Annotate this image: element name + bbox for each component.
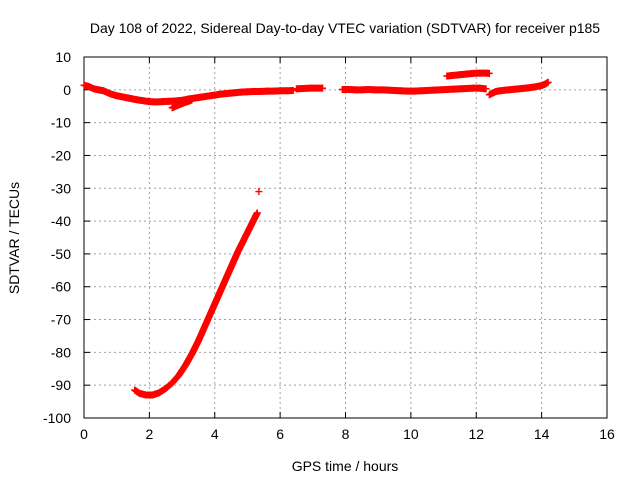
data-point-fill — [293, 84, 326, 93]
y-axis-label: SDTVAR / TECUs — [6, 182, 22, 294]
x-tick-label: 2 — [145, 426, 153, 442]
y-tick-label: -70 — [51, 312, 71, 328]
data-point — [255, 188, 263, 196]
series-isolated-point — [255, 188, 263, 196]
y-axis-ticks: 10 0 -10 -20 -30 -40 -50 -60 -70 -80 -90 -100 — [43, 49, 607, 426]
series-end-arc — [485, 78, 552, 99]
y-tick-label: -100 — [43, 410, 71, 426]
data-series — [80, 69, 552, 399]
y-tick-label: -10 — [51, 115, 71, 131]
data-point-fill — [486, 79, 552, 98]
data-point-fill — [81, 81, 296, 106]
y-tick-label: -40 — [51, 213, 71, 229]
data-point-fill — [131, 210, 261, 399]
grid — [84, 57, 607, 418]
x-tick-label: 12 — [468, 426, 484, 442]
x-tick-label: 6 — [276, 426, 284, 442]
data-point-fill — [444, 69, 493, 80]
series-main-arc — [80, 81, 297, 106]
y-tick-label: -30 — [51, 180, 71, 196]
y-tick-label: -80 — [51, 344, 71, 360]
data-point-fill — [169, 96, 195, 112]
x-tick-label: 8 — [342, 426, 350, 442]
series-short-dip — [168, 96, 196, 112]
x-tick-label: 4 — [211, 426, 219, 442]
y-tick-label: -20 — [51, 147, 71, 163]
y-tick-label: -60 — [51, 279, 71, 295]
x-tick-label: 14 — [534, 426, 550, 442]
y-tick-label: 0 — [63, 82, 71, 98]
series-late-arc — [338, 84, 490, 95]
y-tick-label: 10 — [55, 49, 71, 65]
chart-title: Day 108 of 2022, Sidereal Day-to-day VTE… — [90, 20, 600, 36]
x-tick-label: 10 — [403, 426, 419, 442]
series-upper-segment — [443, 69, 493, 80]
x-axis-ticks: 0 2 4 6 8 10 12 14 16 — [80, 57, 615, 442]
x-axis-label: GPS time / hours — [292, 458, 399, 474]
data-point-fill — [339, 84, 489, 95]
series-steep-rise — [131, 209, 261, 399]
y-tick-label: -90 — [51, 377, 71, 393]
y-tick-label: -50 — [51, 246, 71, 262]
x-tick-label: 0 — [80, 426, 88, 442]
series-mid-segment — [292, 84, 327, 93]
x-tick-label: 16 — [599, 426, 615, 442]
